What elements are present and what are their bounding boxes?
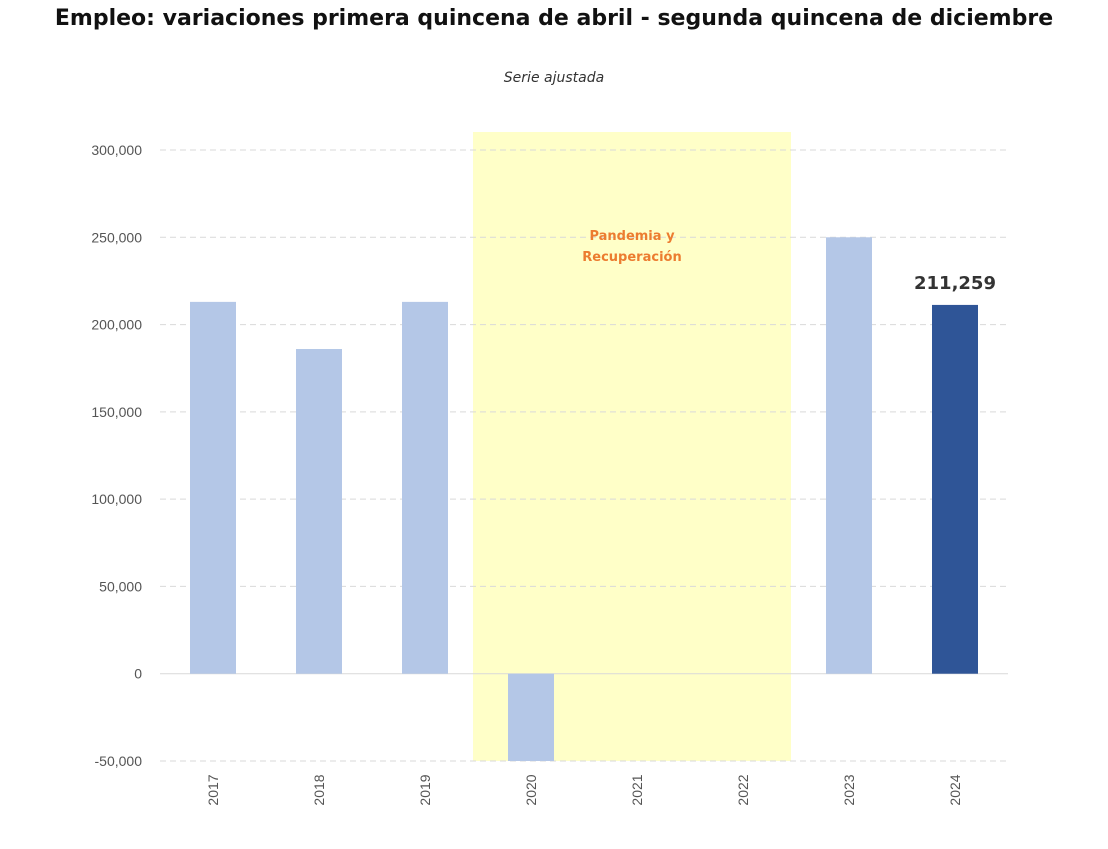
y-tick-label: 100,000 [91, 491, 142, 507]
x-tick-label: 2024 [947, 774, 963, 805]
bar-2018 [296, 349, 342, 674]
y-tick-label: 200,000 [91, 317, 142, 333]
chart-subtitle: Serie ajustada [503, 70, 605, 86]
bar-2023 [826, 237, 872, 674]
shaded-region [473, 132, 791, 761]
y-tick-label: 150,000 [91, 404, 142, 420]
chart-title: Empleo: variaciones primera quincena de … [54, 6, 1054, 31]
x-tick-label: 2022 [735, 774, 751, 805]
y-tick-label: 300,000 [91, 142, 142, 158]
bar-2019 [402, 301, 448, 674]
x-tick-label: 2018 [311, 774, 327, 805]
shaded-region-label: Recuperación [582, 250, 681, 265]
y-tick-label: 250,000 [91, 229, 142, 245]
x-tick-label: 2020 [523, 774, 539, 805]
x-tick-label: 2021 [629, 774, 645, 805]
bar-2020 [508, 673, 554, 761]
x-tick-label: 2023 [841, 774, 857, 805]
y-tick-label: 0 [134, 666, 142, 682]
y-tick-label: -50,000 [95, 753, 143, 769]
x-tick-label: 2019 [417, 774, 433, 805]
bar-2017 [190, 301, 236, 674]
data-label: 211,259 [914, 273, 996, 294]
x-tick-label: 2017 [205, 774, 221, 805]
bar-2024 [932, 304, 978, 674]
shaded-region-label: Pandemia y [589, 229, 675, 244]
y-tick-label: 50,000 [99, 578, 142, 594]
